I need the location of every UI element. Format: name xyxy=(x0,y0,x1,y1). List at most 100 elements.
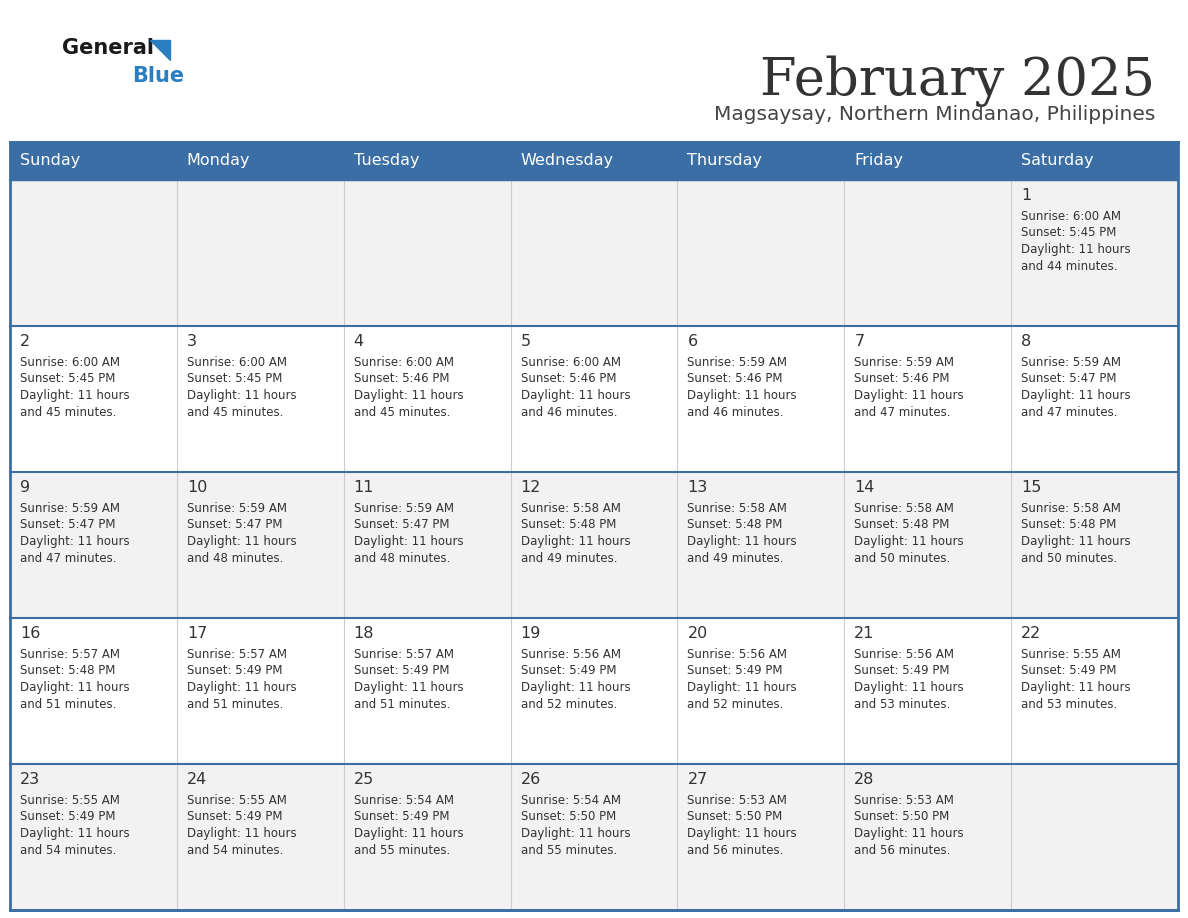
Text: Sunrise: 5:59 AM: Sunrise: 5:59 AM xyxy=(187,502,286,515)
Text: 1: 1 xyxy=(1022,188,1031,203)
Text: and 47 minutes.: and 47 minutes. xyxy=(1022,406,1118,419)
Text: and 44 minutes.: and 44 minutes. xyxy=(1022,260,1118,273)
Text: 26: 26 xyxy=(520,772,541,787)
Text: Daylight: 11 hours: Daylight: 11 hours xyxy=(1022,243,1131,256)
Text: Sunset: 5:49 PM: Sunset: 5:49 PM xyxy=(20,811,115,823)
Bar xyxy=(10,472,1178,618)
Text: Sunrise: 5:56 AM: Sunrise: 5:56 AM xyxy=(520,648,620,661)
Text: Sunrise: 5:59 AM: Sunrise: 5:59 AM xyxy=(688,356,788,369)
Text: Saturday: Saturday xyxy=(1022,153,1094,169)
Text: Sunset: 5:47 PM: Sunset: 5:47 PM xyxy=(1022,373,1117,386)
Text: 5: 5 xyxy=(520,334,531,349)
Text: and 53 minutes.: and 53 minutes. xyxy=(854,698,950,711)
Text: and 55 minutes.: and 55 minutes. xyxy=(520,844,617,856)
Text: Sunrise: 5:56 AM: Sunrise: 5:56 AM xyxy=(854,648,954,661)
Polygon shape xyxy=(150,40,170,60)
Text: Sunset: 5:50 PM: Sunset: 5:50 PM xyxy=(688,811,783,823)
Text: Daylight: 11 hours: Daylight: 11 hours xyxy=(688,827,797,840)
Text: Sunset: 5:48 PM: Sunset: 5:48 PM xyxy=(20,665,115,677)
Text: and 47 minutes.: and 47 minutes. xyxy=(20,552,116,565)
Text: Sunset: 5:47 PM: Sunset: 5:47 PM xyxy=(20,519,115,532)
Bar xyxy=(177,142,343,180)
Text: Sunset: 5:45 PM: Sunset: 5:45 PM xyxy=(20,373,115,386)
Bar xyxy=(10,326,1178,472)
Text: and 54 minutes.: and 54 minutes. xyxy=(187,844,283,856)
Text: Sunset: 5:45 PM: Sunset: 5:45 PM xyxy=(187,373,283,386)
Text: Daylight: 11 hours: Daylight: 11 hours xyxy=(854,681,963,694)
Text: 13: 13 xyxy=(688,480,708,495)
Text: Sunrise: 5:55 AM: Sunrise: 5:55 AM xyxy=(20,794,120,807)
Text: Blue: Blue xyxy=(132,66,184,86)
Text: Sunset: 5:46 PM: Sunset: 5:46 PM xyxy=(520,373,617,386)
Text: Daylight: 11 hours: Daylight: 11 hours xyxy=(20,827,129,840)
Bar xyxy=(10,618,1178,764)
Text: Sunrise: 5:58 AM: Sunrise: 5:58 AM xyxy=(854,502,954,515)
Text: Sunset: 5:48 PM: Sunset: 5:48 PM xyxy=(854,519,949,532)
Text: 22: 22 xyxy=(1022,626,1042,641)
Text: Sunrise: 6:00 AM: Sunrise: 6:00 AM xyxy=(20,356,120,369)
Text: Daylight: 11 hours: Daylight: 11 hours xyxy=(688,535,797,548)
Text: Daylight: 11 hours: Daylight: 11 hours xyxy=(520,389,630,402)
Text: and 55 minutes.: and 55 minutes. xyxy=(354,844,450,856)
Text: Daylight: 11 hours: Daylight: 11 hours xyxy=(854,827,963,840)
Text: Friday: Friday xyxy=(854,153,903,169)
Text: 8: 8 xyxy=(1022,334,1031,349)
Text: Sunset: 5:50 PM: Sunset: 5:50 PM xyxy=(520,811,615,823)
Text: Sunrise: 5:58 AM: Sunrise: 5:58 AM xyxy=(1022,502,1121,515)
Text: 6: 6 xyxy=(688,334,697,349)
Text: Sunset: 5:46 PM: Sunset: 5:46 PM xyxy=(854,373,949,386)
Text: and 45 minutes.: and 45 minutes. xyxy=(187,406,283,419)
Text: Sunrise: 5:59 AM: Sunrise: 5:59 AM xyxy=(20,502,120,515)
Text: 10: 10 xyxy=(187,480,207,495)
Text: Daylight: 11 hours: Daylight: 11 hours xyxy=(854,389,963,402)
Text: 18: 18 xyxy=(354,626,374,641)
Text: and 47 minutes.: and 47 minutes. xyxy=(854,406,950,419)
Text: 3: 3 xyxy=(187,334,197,349)
Text: Sunset: 5:49 PM: Sunset: 5:49 PM xyxy=(354,665,449,677)
Text: Sunset: 5:48 PM: Sunset: 5:48 PM xyxy=(1022,519,1117,532)
Text: and 53 minutes.: and 53 minutes. xyxy=(1022,698,1118,711)
Text: 17: 17 xyxy=(187,626,207,641)
Text: Daylight: 11 hours: Daylight: 11 hours xyxy=(1022,389,1131,402)
Bar xyxy=(10,180,1178,326)
Text: Daylight: 11 hours: Daylight: 11 hours xyxy=(20,389,129,402)
Bar xyxy=(1011,142,1178,180)
Text: Sunset: 5:46 PM: Sunset: 5:46 PM xyxy=(688,373,783,386)
Bar xyxy=(10,764,1178,910)
Bar xyxy=(10,142,177,180)
Text: 21: 21 xyxy=(854,626,874,641)
Text: Daylight: 11 hours: Daylight: 11 hours xyxy=(1022,681,1131,694)
Text: Sunset: 5:47 PM: Sunset: 5:47 PM xyxy=(354,519,449,532)
Text: and 52 minutes.: and 52 minutes. xyxy=(520,698,617,711)
Text: Daylight: 11 hours: Daylight: 11 hours xyxy=(354,389,463,402)
Text: and 54 minutes.: and 54 minutes. xyxy=(20,844,116,856)
Text: Sunrise: 5:55 AM: Sunrise: 5:55 AM xyxy=(187,794,286,807)
Text: Sunrise: 5:53 AM: Sunrise: 5:53 AM xyxy=(854,794,954,807)
Text: 24: 24 xyxy=(187,772,207,787)
Text: Sunrise: 5:57 AM: Sunrise: 5:57 AM xyxy=(20,648,120,661)
Text: Sunrise: 5:53 AM: Sunrise: 5:53 AM xyxy=(688,794,788,807)
Text: Sunset: 5:49 PM: Sunset: 5:49 PM xyxy=(187,665,283,677)
Text: Sunset: 5:49 PM: Sunset: 5:49 PM xyxy=(187,811,283,823)
Text: and 45 minutes.: and 45 minutes. xyxy=(20,406,116,419)
Text: and 48 minutes.: and 48 minutes. xyxy=(354,552,450,565)
Bar xyxy=(343,142,511,180)
Text: Sunrise: 5:59 AM: Sunrise: 5:59 AM xyxy=(1022,356,1121,369)
Text: and 45 minutes.: and 45 minutes. xyxy=(354,406,450,419)
Text: and 46 minutes.: and 46 minutes. xyxy=(688,406,784,419)
Text: and 50 minutes.: and 50 minutes. xyxy=(854,552,950,565)
Text: Daylight: 11 hours: Daylight: 11 hours xyxy=(688,389,797,402)
Text: Daylight: 11 hours: Daylight: 11 hours xyxy=(354,535,463,548)
Text: Sunset: 5:49 PM: Sunset: 5:49 PM xyxy=(354,811,449,823)
Text: Daylight: 11 hours: Daylight: 11 hours xyxy=(187,389,297,402)
Text: Daylight: 11 hours: Daylight: 11 hours xyxy=(520,681,630,694)
Text: and 56 minutes.: and 56 minutes. xyxy=(854,844,950,856)
Bar xyxy=(845,142,1011,180)
Text: Sunset: 5:49 PM: Sunset: 5:49 PM xyxy=(520,665,617,677)
Text: Sunset: 5:49 PM: Sunset: 5:49 PM xyxy=(1022,665,1117,677)
Text: 19: 19 xyxy=(520,626,541,641)
Text: Sunset: 5:48 PM: Sunset: 5:48 PM xyxy=(520,519,615,532)
Text: Sunrise: 6:00 AM: Sunrise: 6:00 AM xyxy=(520,356,620,369)
Text: Daylight: 11 hours: Daylight: 11 hours xyxy=(688,681,797,694)
Text: Daylight: 11 hours: Daylight: 11 hours xyxy=(354,827,463,840)
